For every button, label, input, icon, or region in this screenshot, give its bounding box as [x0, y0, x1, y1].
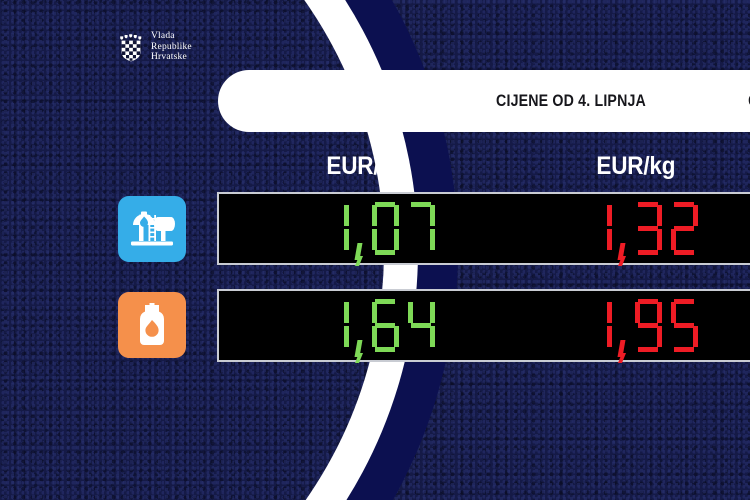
segment-g — [638, 322, 658, 328]
segment-d — [375, 346, 395, 352]
price-value-row2-current — [319, 298, 439, 363]
unit-label-without-measures: EUR/kg — [596, 152, 676, 180]
segment-a — [411, 201, 431, 207]
tab-current-prices[interactable]: CIJENE OD 4. LIPNJA — [496, 91, 646, 110]
seven-segment-digit — [369, 298, 403, 354]
seven-segment-digit — [405, 201, 439, 257]
segment-a — [674, 298, 694, 304]
segment-f — [372, 301, 377, 323]
segment-a — [638, 201, 658, 207]
segment-c — [430, 228, 435, 250]
price-value-row2-without-measures — [582, 298, 702, 363]
segment-b — [657, 301, 662, 323]
segment-b — [657, 204, 662, 226]
segment-c — [657, 325, 662, 347]
segment-c — [607, 228, 612, 250]
segment-f — [372, 204, 377, 226]
seven-segment-digit — [319, 201, 353, 257]
segment-b — [430, 204, 435, 226]
segment-g — [375, 322, 395, 328]
segment-c — [394, 325, 399, 347]
segment-a — [638, 298, 658, 304]
segment-c — [607, 325, 612, 347]
tab-prices-without-measures[interactable]: CIJENE BEZ IKAKVIH MJERA — [747, 70, 750, 132]
segment-c — [430, 325, 435, 347]
segment-c — [657, 228, 662, 250]
seven-segment-digit — [582, 201, 616, 257]
segment-d — [674, 346, 694, 352]
row-icon-gas-cylinder — [118, 292, 186, 358]
segment-d — [638, 346, 658, 352]
seven-segment-digit — [582, 298, 616, 354]
segment-g — [674, 322, 694, 328]
price-display-panel-row-1 — [217, 192, 750, 266]
segment-d — [674, 249, 694, 255]
segment-c — [344, 325, 349, 347]
segment-c — [693, 325, 698, 347]
decimal-comma — [354, 298, 367, 363]
seven-segment-digit — [632, 298, 666, 354]
decimal-comma — [354, 201, 367, 266]
price-value-row1-without-measures — [582, 201, 702, 266]
segment-c — [344, 228, 349, 250]
segment-a — [375, 298, 395, 304]
gas-storage-tank-icon — [131, 211, 175, 246]
segment-a — [375, 201, 395, 207]
seven-segment-digit — [405, 298, 439, 354]
price-display-panel-row-2 — [217, 289, 750, 363]
logo-text: Vlada Republike Hrvatske — [151, 31, 192, 62]
segment-c — [394, 228, 399, 250]
segment-b — [607, 204, 612, 226]
segment-b — [693, 204, 698, 226]
segment-b — [344, 301, 349, 323]
seven-segment-digit — [668, 201, 702, 257]
price-value-row1-current — [319, 201, 439, 266]
unit-label-current: EUR/kg — [326, 152, 406, 180]
segment-d — [375, 249, 395, 255]
decimal-comma — [617, 298, 630, 363]
row-icon-gas-storage-tank — [118, 196, 186, 262]
segment-b — [607, 301, 612, 323]
seven-segment-digit — [319, 298, 353, 354]
segment-b — [394, 204, 399, 226]
segment-d — [638, 249, 658, 255]
segment-g — [411, 322, 431, 328]
seven-segment-digit — [632, 201, 666, 257]
segment-g — [638, 225, 658, 231]
gas-cylinder-icon — [140, 303, 164, 345]
segment-e — [671, 228, 676, 250]
segment-e — [372, 325, 377, 347]
segment-f — [635, 301, 640, 323]
seven-segment-digit — [369, 201, 403, 257]
segment-b — [344, 204, 349, 226]
decimal-comma — [617, 201, 630, 266]
government-logo: Vlada Republike Hrvatske — [119, 31, 192, 63]
croatian-coat-of-arms-icon — [120, 33, 142, 62]
segment-g — [674, 225, 694, 231]
segment-f — [408, 301, 413, 323]
segment-e — [372, 228, 377, 250]
segment-b — [430, 301, 435, 323]
segment-a — [674, 201, 694, 207]
seven-segment-digit — [668, 298, 702, 354]
segment-f — [671, 301, 676, 323]
header-pill: CIJENE OD 4. LIPNJA CIJENE BEZ IKAKVIH M… — [218, 70, 750, 132]
